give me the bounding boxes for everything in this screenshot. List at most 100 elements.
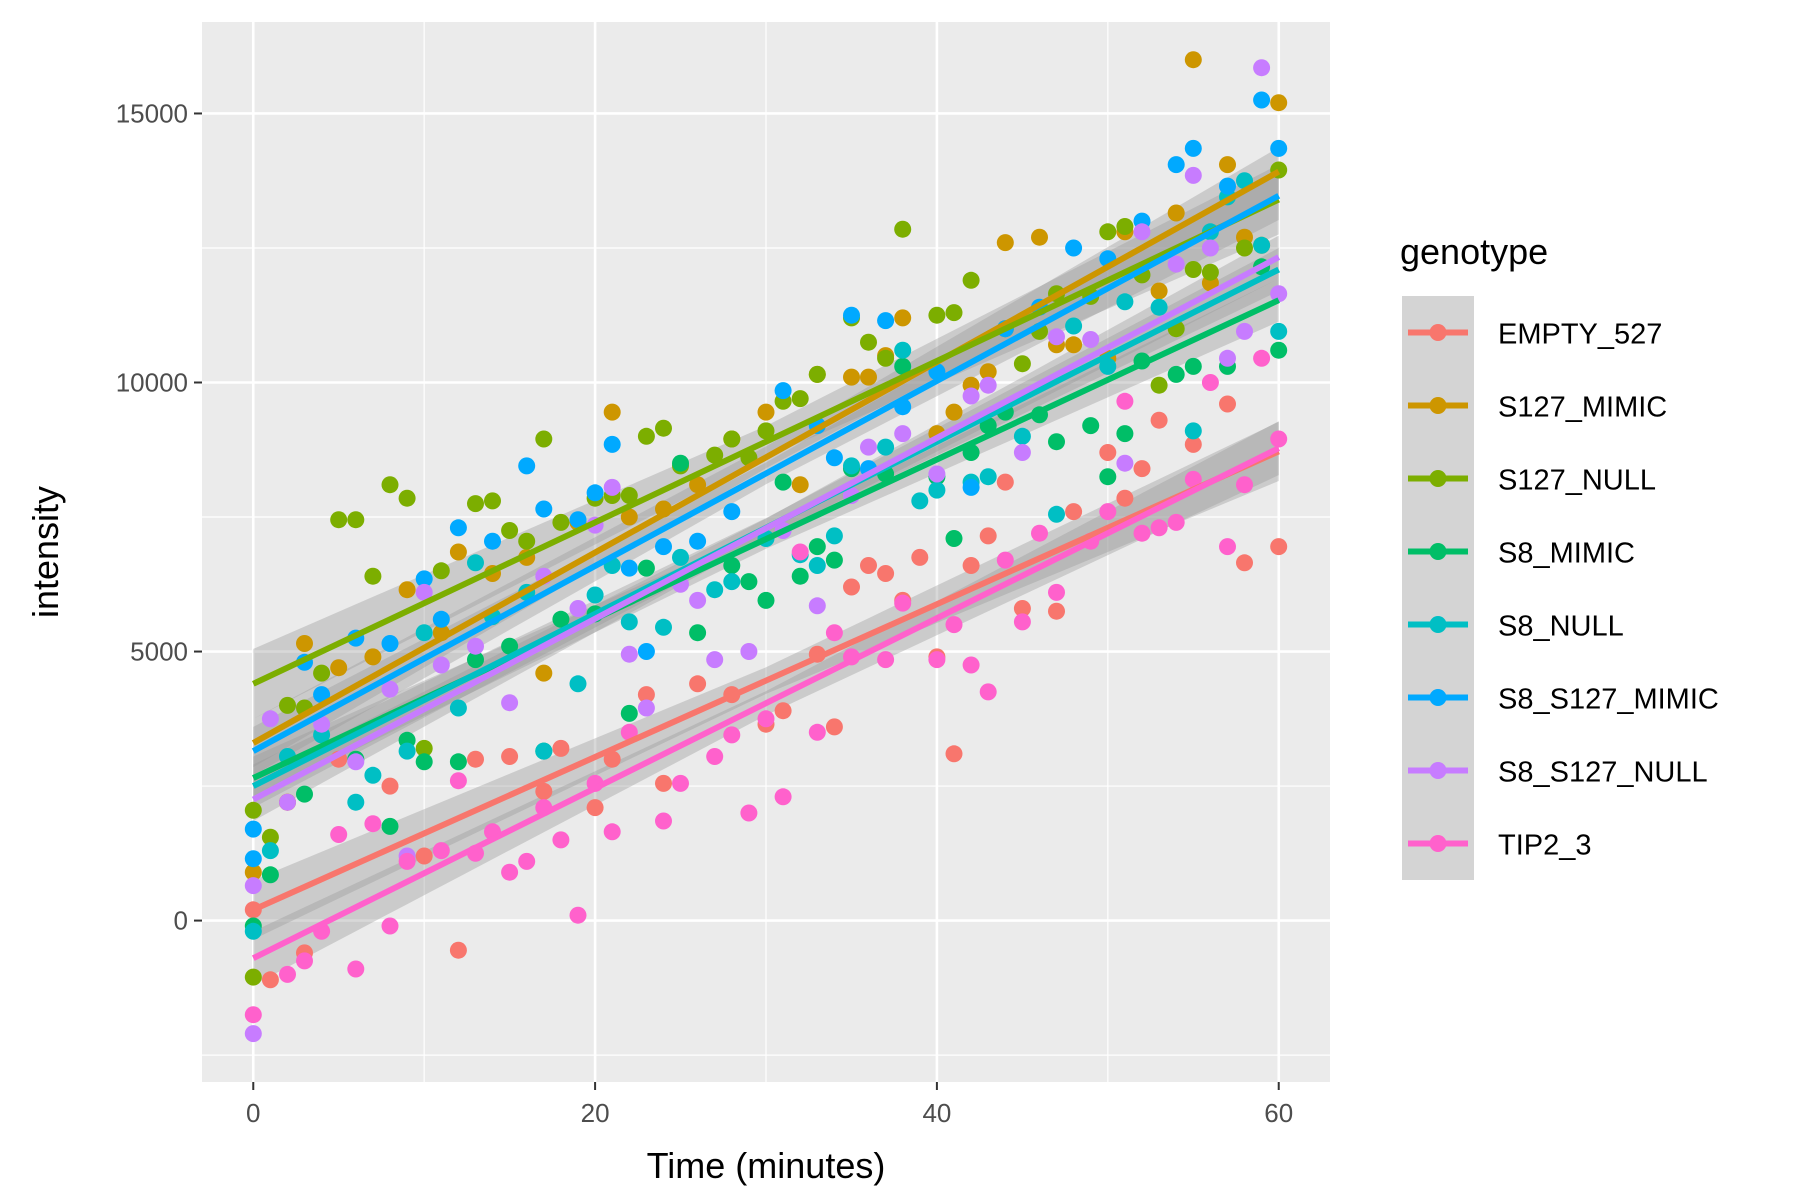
data-point: [449, 543, 467, 561]
legend-key-point: [1429, 543, 1447, 560]
data-point: [1133, 524, 1151, 542]
data-point: [569, 675, 587, 693]
data-point: [244, 850, 262, 868]
data-point: [432, 610, 450, 628]
legend-label: S8_MIMIC: [1498, 538, 1635, 570]
data-point: [1150, 411, 1168, 429]
data-point: [928, 481, 946, 499]
fit-line-layer: [251, 168, 1281, 961]
data-point: [979, 527, 997, 545]
data-point: [347, 793, 365, 811]
data-point: [774, 788, 792, 806]
data-point: [723, 430, 741, 448]
data-point: [381, 476, 399, 494]
data-point: [1116, 454, 1134, 472]
data-point: [1031, 524, 1048, 542]
data-point: [535, 742, 553, 760]
data-point: [655, 419, 672, 437]
data-point: [672, 454, 689, 472]
legend-key-point: [1429, 470, 1447, 487]
axis-layer: 0 20 40 60 0 5000 10000 15000: [116, 98, 1294, 1128]
data-point: [996, 473, 1014, 491]
data-point: [501, 694, 519, 712]
data-point: [1270, 94, 1288, 112]
data-point: [996, 234, 1014, 252]
data-point: [467, 554, 484, 572]
data-point: [689, 591, 707, 609]
data-point: [1013, 355, 1031, 373]
data-point: [484, 492, 501, 510]
data-point: [244, 801, 262, 819]
data-point: [501, 522, 519, 539]
data-point: [603, 435, 621, 453]
x-tick-label: 0: [246, 1098, 260, 1128]
data-point: [808, 723, 826, 741]
data-point: [1167, 204, 1185, 222]
data-point: [740, 804, 758, 822]
data-point: [1013, 444, 1031, 461]
data-point: [945, 745, 963, 763]
data-point: [330, 511, 348, 529]
data-point: [313, 686, 331, 704]
data-point: [1167, 365, 1185, 383]
data-point: [261, 828, 279, 846]
data-point: [740, 573, 758, 591]
data-point: [1253, 91, 1271, 109]
data-point: [279, 696, 296, 714]
y-tick-label: 0: [174, 906, 188, 936]
fit-line: [251, 193, 1281, 754]
data-point: [415, 583, 433, 601]
data-point: [415, 739, 433, 757]
data-point: [296, 952, 313, 970]
data-point: [894, 220, 912, 238]
x-axis-title: Time (minutes): [647, 1145, 886, 1186]
data-point: [1201, 263, 1219, 281]
data-point: [518, 457, 536, 475]
data-point: [364, 567, 382, 585]
data-point: [449, 772, 467, 790]
data-point: [894, 357, 912, 375]
data-point: [1082, 417, 1100, 435]
data-point: [620, 645, 638, 663]
data-point: [843, 457, 860, 475]
data-point: [432, 842, 450, 860]
data-point: [672, 548, 689, 566]
data-point: [620, 613, 638, 631]
data-point: [757, 710, 775, 728]
legend-key-point: [1429, 324, 1447, 341]
data-point: [330, 659, 348, 677]
data-point: [689, 532, 707, 550]
fit-line: [251, 254, 1281, 803]
data-point: [637, 427, 655, 445]
data-point: [449, 699, 467, 717]
data-point: [1184, 51, 1202, 69]
data-point: [1219, 349, 1236, 367]
data-point: [1236, 239, 1253, 257]
data-point: [1065, 503, 1083, 521]
data-point: [962, 387, 980, 405]
data-point: [723, 573, 741, 591]
data-point: [347, 753, 365, 771]
data-point: [415, 624, 433, 642]
x-tick-label: 60: [1264, 1098, 1293, 1128]
data-point: [1013, 427, 1031, 445]
data-point: [381, 680, 399, 698]
data-point: [911, 548, 929, 566]
data-point: [825, 551, 843, 569]
data-point: [467, 637, 484, 655]
data-point: [552, 831, 570, 849]
legend-label: S127_MIMIC: [1498, 392, 1667, 424]
data-point: [244, 922, 262, 940]
data-point: [757, 422, 775, 440]
data-point: [757, 591, 775, 609]
legend-key-point: [1429, 689, 1447, 706]
data-point: [1270, 430, 1288, 448]
data-point: [279, 793, 296, 811]
data-point: [1150, 282, 1168, 300]
legend-label: S127_NULL: [1498, 465, 1656, 497]
data-point: [1253, 349, 1271, 367]
data-point: [825, 527, 843, 545]
data-point: [1013, 600, 1031, 617]
data-point: [894, 425, 912, 443]
data-point: [996, 551, 1014, 569]
